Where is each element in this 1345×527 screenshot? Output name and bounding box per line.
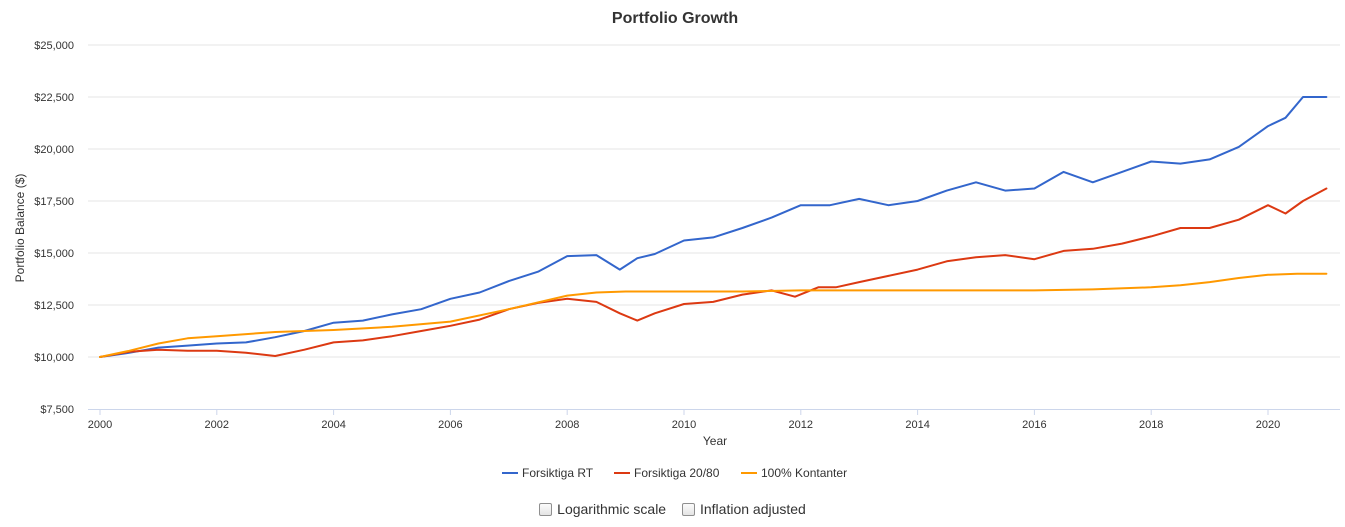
inflation-adjusted-toggle[interactable]: Inflation adjusted bbox=[681, 501, 806, 517]
chart-title: Portfolio Growth bbox=[612, 10, 738, 27]
y-tick-label: $7,500 bbox=[40, 404, 74, 416]
inflation-adjusted-checkbox[interactable] bbox=[681, 502, 695, 516]
log-scale-toggle[interactable]: Logarithmic scale bbox=[539, 501, 666, 517]
y-tick-label: $20,000 bbox=[34, 144, 74, 156]
x-tick-label: 2002 bbox=[205, 419, 229, 431]
legend[interactable]: Forsiktiga RT Forsiktiga 20/80 100% Kontan… bbox=[502, 466, 847, 480]
series-line-1 bbox=[99, 96, 1328, 358]
legend-item-2[interactable]: Forsiktiga 20/80 bbox=[614, 466, 720, 480]
gridlines bbox=[88, 44, 1340, 358]
y-tick-label: $22,500 bbox=[34, 92, 74, 104]
y-tick-label: $12,500 bbox=[34, 300, 74, 312]
axes: $7,500 $10,000 $12,500 $15,000 $17,500 $20,00… bbox=[34, 40, 1340, 431]
legend-item-3[interactable]: 100% Kontanter bbox=[741, 466, 847, 480]
series-line-2 bbox=[99, 187, 1328, 358]
chart-options: Logarithmic scale Inflation adjusted bbox=[0, 501, 1345, 519]
x-tick-label: 2020 bbox=[1256, 419, 1280, 431]
y-axis-title: Portfolio Balance ($) bbox=[13, 174, 27, 283]
x-tick-label: 2010 bbox=[672, 419, 696, 431]
legend-label: 100% Kontanter bbox=[761, 466, 847, 480]
series-lines bbox=[99, 96, 1328, 358]
x-tick-label: 2006 bbox=[438, 419, 462, 431]
legend-label: Forsiktiga RT bbox=[522, 466, 594, 480]
series-line-3 bbox=[99, 272, 1328, 358]
y-tick-label: $10,000 bbox=[34, 352, 74, 364]
log-scale-label: Logarithmic scale bbox=[557, 501, 667, 517]
inflation-adjusted-label: Inflation adjusted bbox=[699, 501, 806, 517]
legend-label: Forsiktiga 20/80 bbox=[634, 466, 720, 480]
x-tick-label: 2014 bbox=[905, 419, 929, 431]
x-tick-label: 2004 bbox=[321, 419, 345, 431]
x-tick-label: 2018 bbox=[1139, 419, 1163, 431]
log-scale-checkbox[interactable] bbox=[539, 502, 553, 516]
x-tick-label: 2000 bbox=[88, 419, 112, 431]
y-tick-label: $15,000 bbox=[34, 248, 74, 260]
x-tick-label: 2008 bbox=[555, 419, 579, 431]
y-tick-label: $17,500 bbox=[34, 196, 74, 208]
x-axis-title: Year bbox=[703, 434, 727, 448]
legend-item-1[interactable]: Forsiktiga RT bbox=[502, 466, 594, 480]
y-tick-label: $25,000 bbox=[34, 40, 74, 52]
x-tick-label: 2012 bbox=[789, 419, 813, 431]
x-tick-label: 2016 bbox=[1022, 419, 1046, 431]
